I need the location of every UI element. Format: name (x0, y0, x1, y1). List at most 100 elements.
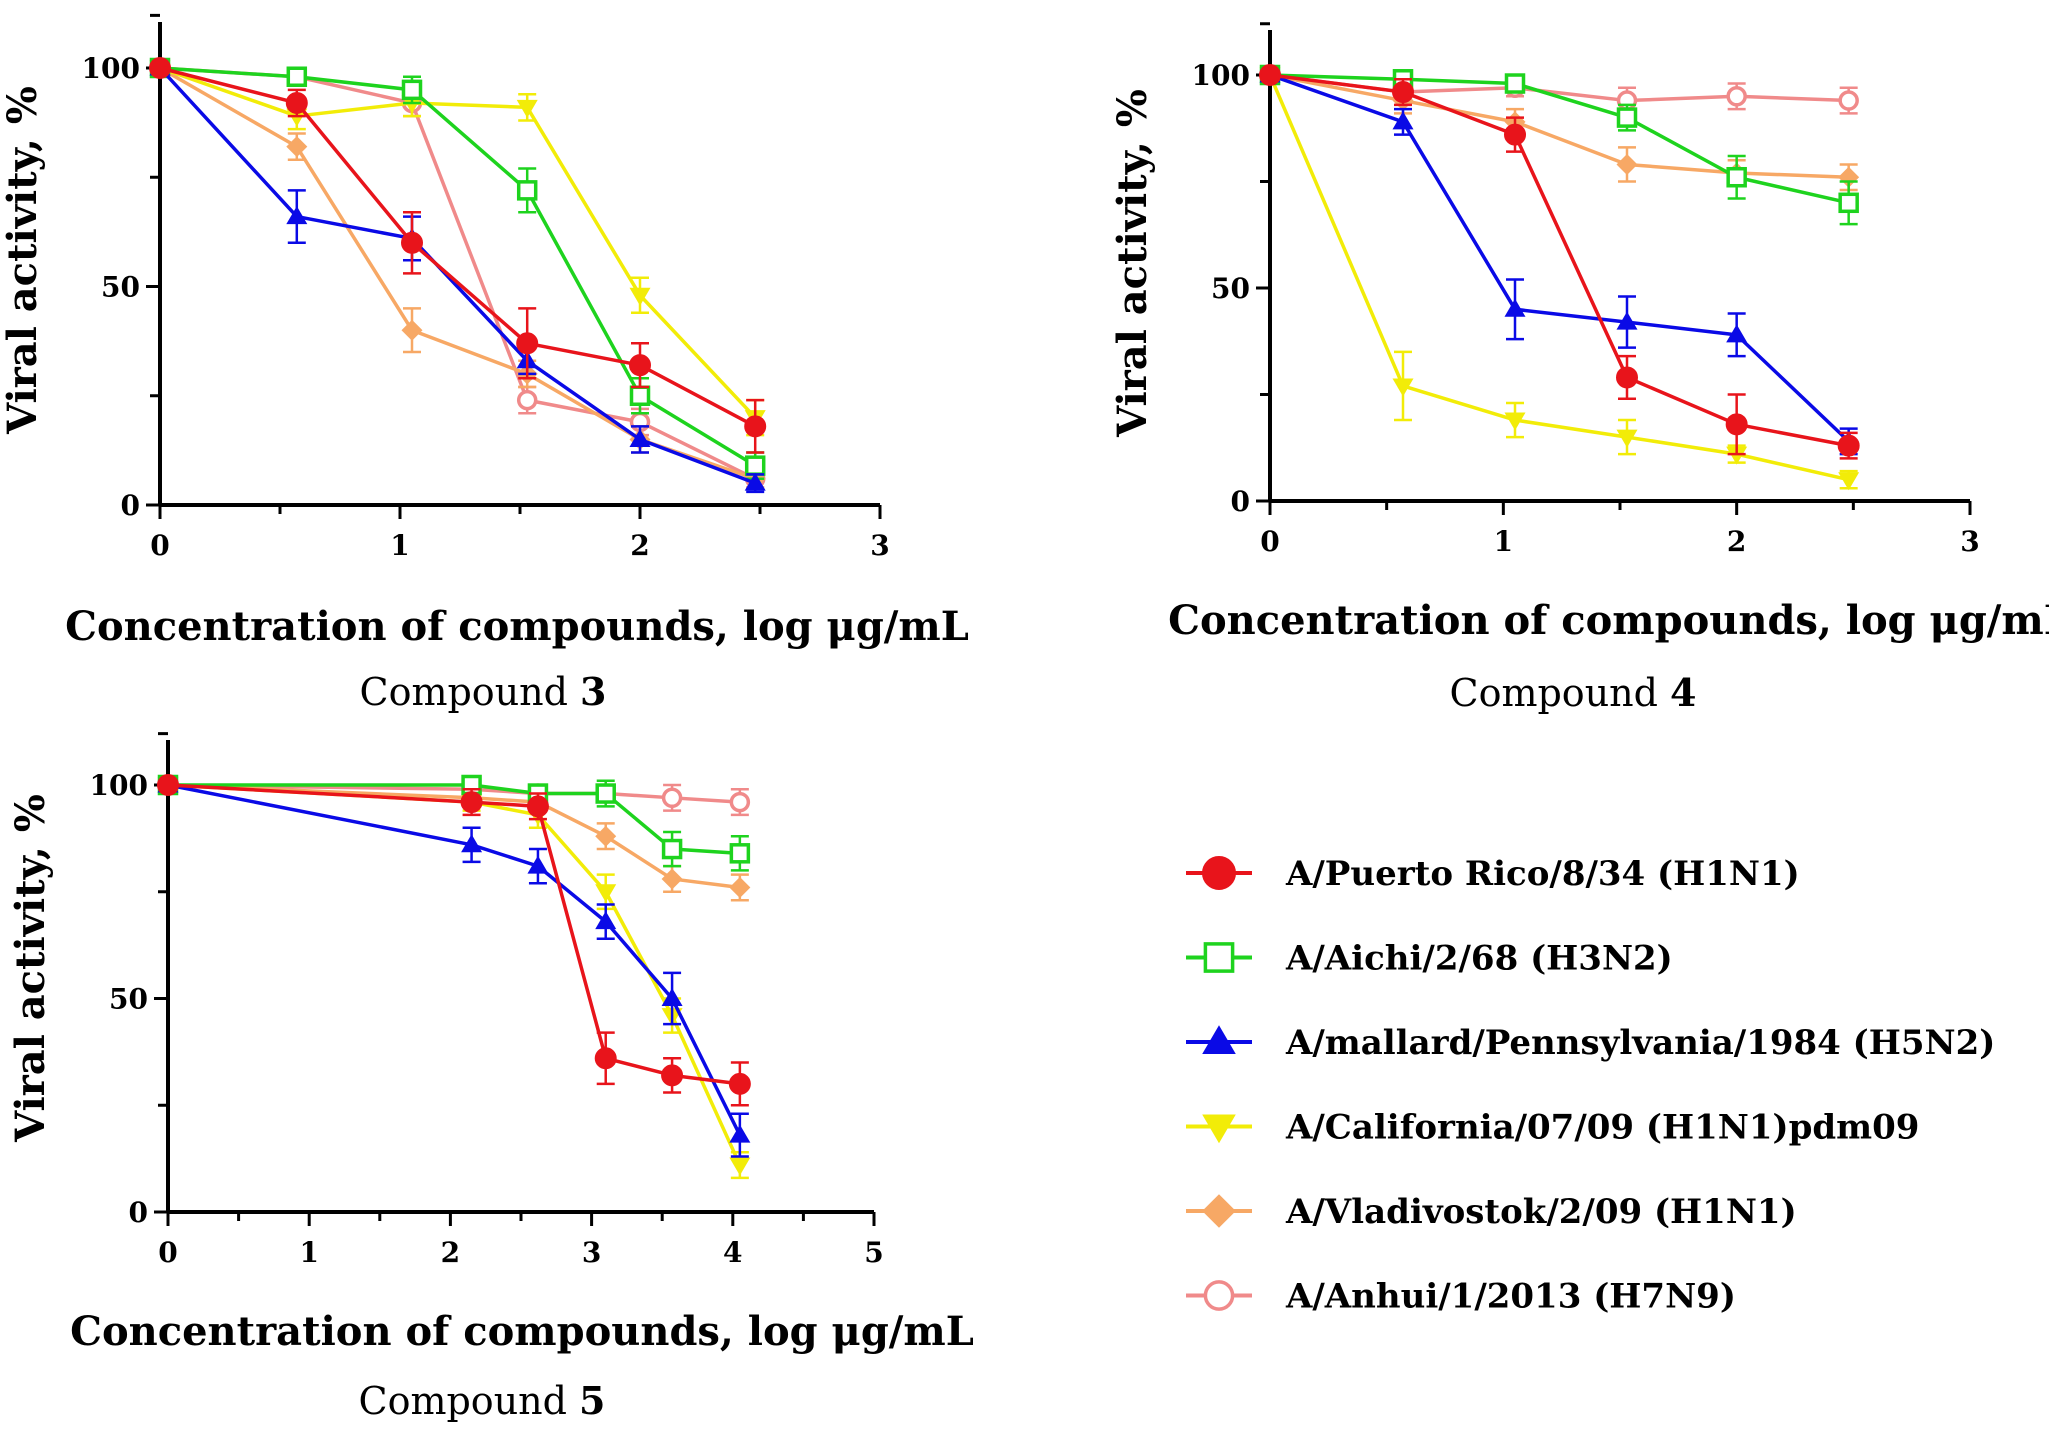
legend-label: A/Anhui/1/2013 (H7N9) (1285, 1277, 1736, 1317)
series-pr8 (149, 57, 767, 454)
y-tick-label: 50 (109, 983, 148, 1016)
series-pr8 (1259, 64, 1860, 460)
legend-item: A/mallard/Pennsylvania/1984 (H5N2) (1186, 1023, 1995, 1063)
data-point (516, 389, 538, 411)
data-point (1392, 111, 1414, 130)
legend-marker (1202, 1025, 1236, 1054)
x-tick-label: 1 (390, 529, 409, 562)
data-point (1838, 192, 1859, 214)
data-point (661, 868, 683, 890)
chart-1: 0 50 100 0 1 2 3 Viral activity, % Concentration… (0, 13, 969, 714)
x-tick-label: 0 (150, 529, 169, 562)
data-point (595, 783, 616, 804)
x-tick-label: 3 (1960, 525, 1979, 558)
legend: A/Puerto Rico/8/34 (H1N1) A/Aichi/2/68 (H… (1186, 854, 1995, 1317)
data-point (1504, 123, 1526, 146)
data-point (401, 319, 423, 341)
series-mallard (157, 774, 751, 1158)
data-point (728, 1072, 751, 1095)
x-tick-label: 5 (864, 1236, 883, 1269)
data-point (1838, 90, 1859, 111)
data-point (516, 332, 539, 355)
data-point (661, 838, 683, 860)
y-tick-label: 100 (1192, 59, 1250, 92)
data-point (401, 231, 423, 254)
data-point (1726, 324, 1748, 343)
data-point (729, 843, 751, 864)
x-tick-label: 4 (723, 1236, 742, 1269)
series-line (159, 66, 757, 428)
series-line (167, 783, 742, 1136)
data-point (1259, 64, 1281, 86)
y-tick-label: 0 (1231, 485, 1250, 518)
chart-caption: Compound 3 (360, 669, 607, 714)
data-point (286, 206, 308, 225)
x-tick-label: 1 (1494, 525, 1513, 558)
data-point (149, 57, 171, 79)
y-tick-label: 50 (1211, 272, 1250, 305)
y-tick-label: 100 (82, 52, 140, 85)
series-aichi (149, 57, 766, 481)
series-line (1269, 73, 1850, 443)
legend-label: A/California/07/09 (H1N1)pdm09 (1285, 1108, 1919, 1148)
data-point (629, 287, 651, 306)
caption-prefix: Compound (1450, 671, 1671, 715)
series-line (1269, 73, 1849, 179)
x-tick-label: 0 (158, 1236, 177, 1269)
legend-marker (1202, 1194, 1236, 1228)
data-point (286, 66, 308, 87)
series-line (167, 783, 741, 890)
series-line (158, 66, 756, 485)
data-point (1725, 413, 1748, 436)
data-point (1726, 446, 1748, 465)
legend-item: A/Vladivostok/2/09 (H1N1) (1186, 1192, 1797, 1232)
legend-item: A/Puerto Rico/8/34 (H1N1) (1186, 854, 1800, 894)
data-point (729, 791, 751, 813)
chart-3: 0 50 100 0 1 2 3 4 5 Viral activity, % Concentrati… (7, 732, 974, 1423)
data-point (516, 180, 538, 201)
data-point (401, 79, 423, 101)
caption-number: 4 (1670, 670, 1696, 715)
data-point (661, 988, 683, 1006)
series-vladivostok (149, 57, 766, 490)
series-line (1269, 73, 1849, 448)
data-point (1392, 81, 1414, 104)
data-point (1837, 434, 1860, 457)
data-point (594, 1047, 617, 1070)
legend-marker (1202, 856, 1236, 890)
series-vladivostok (1259, 64, 1860, 192)
caption-prefix: Compound (360, 670, 581, 714)
x-axis-label: Concentration of compounds, log μg/mL (1168, 597, 2049, 644)
legend-item: A/Anhui/1/2013 (H7N9) (1186, 1277, 1736, 1317)
series-vladivostok (157, 774, 751, 902)
data-point (286, 108, 308, 127)
caption-prefix: Compound (359, 1379, 580, 1423)
x-tick-label: 3 (582, 1236, 601, 1269)
data-point (1616, 429, 1638, 448)
data-point (629, 428, 651, 447)
legend-marker (1203, 1280, 1235, 1311)
data-point (744, 455, 766, 476)
legend-label: A/Aichi/2/68 (H3N2) (1285, 939, 1673, 979)
y-axis-label: Viral activity, % (0, 86, 46, 435)
data-point (1616, 153, 1638, 175)
data-point (516, 99, 538, 118)
data-point (744, 472, 766, 491)
data-point (661, 787, 683, 809)
data-point (1504, 298, 1526, 317)
series-mallard (149, 57, 766, 494)
data-point (1616, 366, 1638, 389)
data-point (629, 385, 651, 406)
data-point (661, 1064, 684, 1087)
data-point (527, 855, 549, 874)
data-point (729, 1157, 751, 1176)
data-point (1838, 472, 1860, 491)
x-tick-label: 2 (630, 529, 649, 562)
series-line (1269, 73, 1850, 205)
series-anhui (149, 57, 766, 490)
x-tick-label: 0 (1260, 525, 1279, 558)
data-point (595, 825, 617, 847)
series-line (1268, 74, 1850, 482)
data-point (461, 834, 483, 853)
data-point (1726, 86, 1747, 107)
